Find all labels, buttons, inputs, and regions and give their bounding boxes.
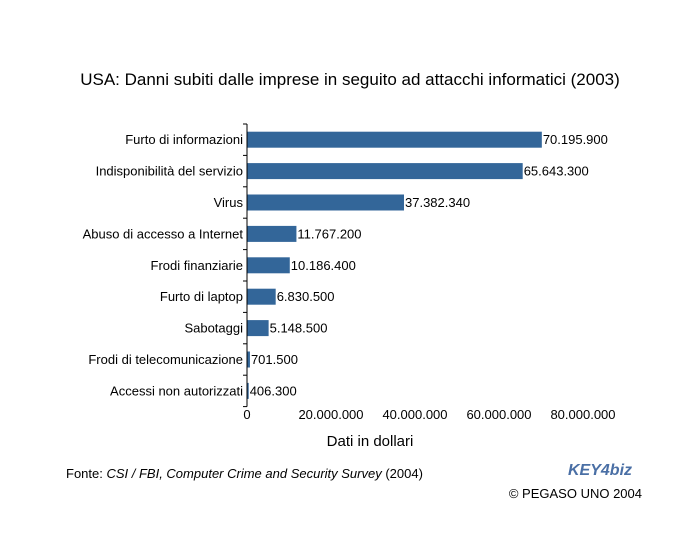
bar <box>247 382 249 399</box>
x-tick-label: 40.000.000 <box>382 407 447 422</box>
bar <box>247 351 250 368</box>
x-tick-label: 20.000.000 <box>298 407 363 422</box>
category-label: Accessi non autorizzati <box>110 383 243 398</box>
key4biz-logo: KEY4biz <box>568 462 632 479</box>
x-axis-title: Dati in dollari <box>327 433 414 450</box>
bar <box>247 225 297 242</box>
x-tick-label: 0 <box>243 407 250 422</box>
value-label: 6.830.500 <box>277 289 335 304</box>
x-ticks-group: 0 20.000.000 40.000.000 60.000.000 80.000.00… <box>243 407 615 422</box>
category-label: Frodi finanziarie <box>151 258 244 273</box>
source-title: CSI / FBI, Computer Crime and Security S… <box>106 466 382 481</box>
bar <box>247 194 405 211</box>
value-label: 701.500 <box>251 352 298 367</box>
value-label: 37.382.340 <box>405 195 470 210</box>
bar <box>247 131 542 148</box>
category-labels-group: Furto di informazioni Indisponibilità del… <box>83 132 244 398</box>
bar <box>247 257 290 274</box>
source-prefix: Fonte: <box>66 466 107 481</box>
value-label: 5.148.500 <box>270 321 328 336</box>
value-label: 10.186.400 <box>291 258 356 273</box>
source-note: Fonte: CSI / FBI, Computer Crime and Sec… <box>66 466 423 481</box>
x-tick-label: 60.000.000 <box>466 407 531 422</box>
value-label: 65.643.300 <box>524 164 589 179</box>
x-tick-label: 80.000.000 <box>550 407 615 422</box>
bar <box>247 320 269 337</box>
category-label: Abuso di accesso a Internet <box>83 226 244 241</box>
category-label: Furto di laptop <box>160 289 243 304</box>
bars-group <box>247 131 542 399</box>
source-suffix: (2004) <box>381 466 423 481</box>
category-label: Furto di informazioni <box>125 132 243 147</box>
category-label: Frodi di telecomunicazione <box>88 352 243 367</box>
bar <box>247 288 276 305</box>
bar <box>247 163 523 180</box>
value-label: 70.195.900 <box>543 132 608 147</box>
category-label: Sabotaggi <box>184 321 243 336</box>
copyright-note: © PEGASO UNO 2004 <box>508 486 642 501</box>
value-label: 11.767.200 <box>297 226 361 241</box>
axes-group <box>243 123 248 408</box>
category-label: Indisponibilità del servizio <box>96 164 243 179</box>
value-labels-group: 70.195.900 65.643.300 37.382.340 11.767.200… <box>250 132 608 398</box>
value-label: 406.300 <box>250 383 297 398</box>
chart-title: USA: Danni subiti dalle imprese in segui… <box>80 70 620 89</box>
logo-text: KEY4biz <box>568 462 632 479</box>
category-label: Virus <box>214 195 244 210</box>
